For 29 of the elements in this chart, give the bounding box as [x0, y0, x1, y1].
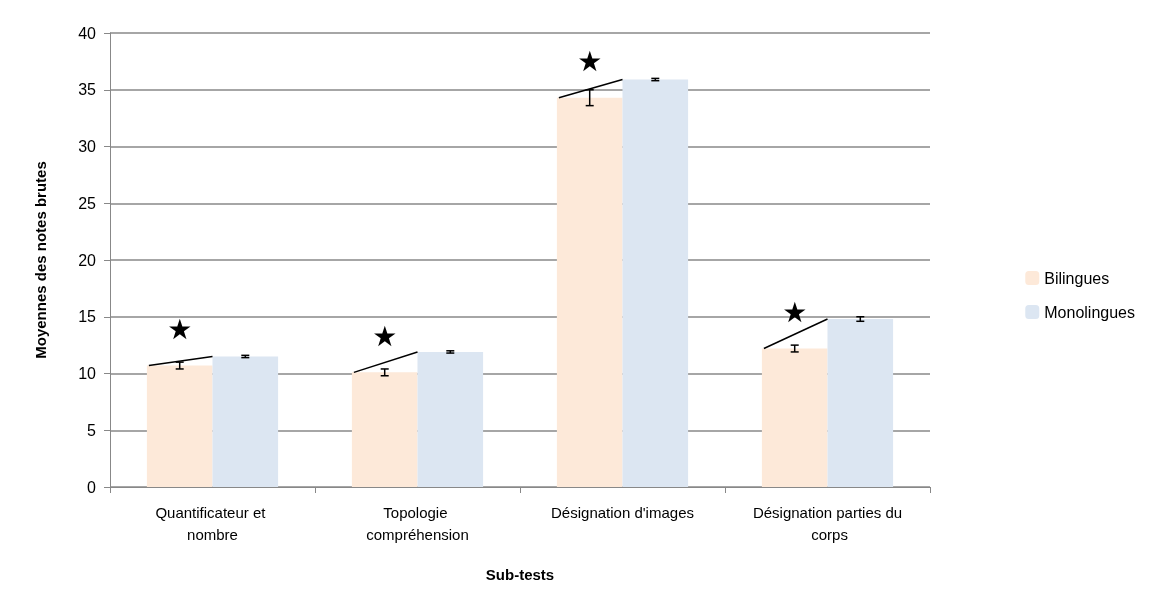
bar: [556, 97, 623, 487]
bar: [827, 319, 894, 487]
bar: [212, 356, 279, 487]
y-tick-label: 40: [78, 24, 97, 42]
y-tick-label: 15: [78, 308, 97, 326]
legend-label: Monolingues: [1044, 303, 1136, 321]
annotation: ★: [372, 319, 398, 353]
x-tick-label: Topologie compréhension: [366, 503, 469, 543]
bar: [761, 348, 828, 487]
legend-label: Bilingues: [1044, 269, 1110, 287]
bar: [622, 79, 689, 487]
x-tick-label: Désignation parties du corps: [752, 503, 903, 543]
y-tick-label: 5: [87, 421, 97, 439]
x-tick-label: Quantificateur et nombre: [155, 503, 270, 543]
y-tick-label: 10: [78, 365, 97, 382]
y-tick-label: 0: [87, 478, 97, 496]
y-axis-title: Moyennes des notes brutes: [32, 161, 49, 359]
y-tick-label: 30: [78, 138, 97, 155]
annotation: ★: [167, 313, 193, 347]
bar: [417, 351, 484, 487]
y-tick-label: 25: [78, 194, 97, 212]
bar: [351, 372, 418, 487]
y-tick-label: 35: [78, 81, 97, 99]
annotation: ★: [577, 45, 603, 79]
x-axis-title: Sub-tests: [485, 566, 555, 583]
x-tick-label: Désignation d'images: [551, 503, 694, 521]
y-tick-label: 20: [78, 251, 97, 269]
annotation: ★: [782, 296, 808, 330]
bar: [146, 365, 213, 487]
